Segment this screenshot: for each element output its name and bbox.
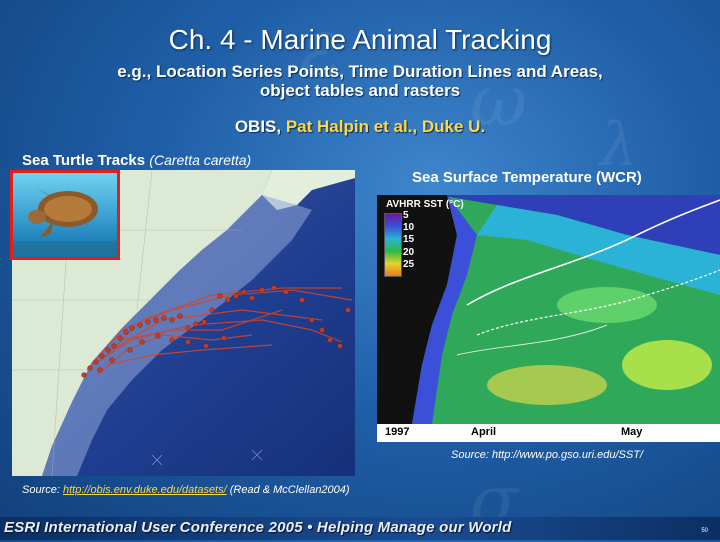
timeline-month-may: May (621, 426, 643, 438)
background-watermark-2: ω (470, 60, 528, 142)
slide-subtitle: e.g., Location Series Points, Time Durat… (40, 62, 680, 100)
obis-credit-line: OBIS, Pat Halpin et al., Duke U. (0, 117, 720, 137)
turtle-caption-text: Sea Turtle Tracks (22, 152, 146, 169)
sst-title: AVHRR SST (°C) (386, 199, 464, 210)
turtle-photo-graphic (13, 173, 117, 257)
timeline-year: 1997 (385, 426, 410, 438)
loggerhead-turtle-photo (10, 170, 120, 260)
sst-tick: 10 (403, 222, 415, 234)
sst-tick: 25 (403, 258, 415, 270)
timeline-month-april: April (471, 426, 497, 438)
sst-timeline: 1997 April May (377, 424, 720, 442)
obis-label: OBIS, (234, 117, 282, 136)
turtle-tracks-map (12, 170, 355, 476)
footer-bar (0, 517, 720, 540)
page-number: 50 (701, 528, 708, 534)
turtle-map-caption: Sea Turtle Tracks (Caretta caretta) (22, 152, 251, 169)
obis-dataset-link[interactable]: http://obis.env.duke.edu/datasets/ (62, 484, 227, 496)
sst-map-graphic (377, 195, 720, 424)
subtitle-line-2: object tables and rasters (259, 81, 461, 100)
background-watermark-3: λ (600, 110, 639, 180)
conference-footer: ESRI International User Conference 2005 … (4, 519, 512, 536)
sst-color-legend (384, 213, 402, 277)
sea-surface-temperature-map: AVHRR SST (°C) 5 10 15 20 25 1997 April … (377, 195, 720, 442)
sst-source-note: Source: http://www.po.gso.uri.edu/SST/ (451, 449, 643, 461)
sst-tick: 15 (403, 234, 415, 246)
turtle-caption-latin: (Caretta caretta) (149, 152, 252, 168)
turtle-tracks-map-graphic (12, 170, 355, 476)
background-watermark-1: ε (300, 0, 343, 93)
obis-author-credit: Pat Halpin et al., Duke U. (285, 117, 486, 136)
sst-map-caption: Sea Surface Temperature (WCR) (412, 169, 642, 186)
slide-title: Ch. 4 - Marine Animal Tracking (168, 24, 552, 55)
source-prefix: Source: (22, 484, 60, 496)
sst-tick: 5 (403, 210, 409, 221)
subtitle-line-1: e.g., Location Series Points, Time Durat… (117, 62, 603, 81)
sst-tick: 20 (403, 246, 415, 258)
sst-legend-ticks: 5 10 15 20 25 (403, 210, 414, 271)
source-citation: (Read & McClellan2004) (229, 484, 350, 496)
turtle-source-note: Source: http://obis.env.duke.edu/dataset… (22, 484, 350, 496)
